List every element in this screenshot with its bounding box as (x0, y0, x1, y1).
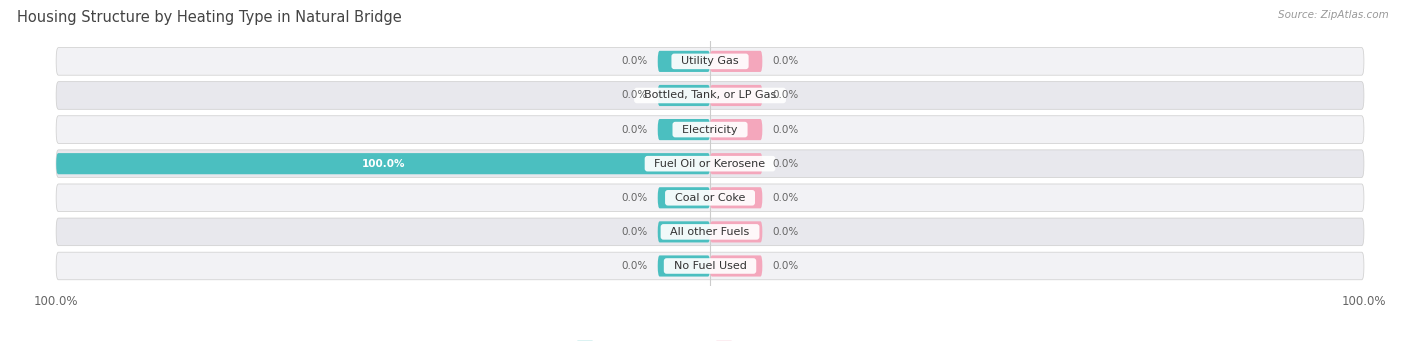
Text: Source: ZipAtlas.com: Source: ZipAtlas.com (1278, 10, 1389, 20)
Text: 0.0%: 0.0% (772, 193, 799, 203)
Text: 0.0%: 0.0% (621, 261, 648, 271)
FancyBboxPatch shape (710, 51, 762, 72)
FancyBboxPatch shape (710, 153, 762, 174)
FancyBboxPatch shape (56, 116, 1364, 143)
Text: 0.0%: 0.0% (621, 56, 648, 66)
Text: Utility Gas: Utility Gas (675, 56, 745, 66)
FancyBboxPatch shape (658, 221, 710, 242)
FancyBboxPatch shape (658, 51, 710, 72)
FancyBboxPatch shape (710, 119, 762, 140)
Text: 0.0%: 0.0% (621, 227, 648, 237)
Legend: Owner-occupied, Renter-occupied: Owner-occupied, Renter-occupied (572, 336, 848, 341)
FancyBboxPatch shape (710, 255, 762, 277)
Text: 0.0%: 0.0% (621, 90, 648, 101)
Text: Fuel Oil or Kerosene: Fuel Oil or Kerosene (648, 159, 772, 169)
FancyBboxPatch shape (710, 221, 762, 242)
FancyBboxPatch shape (56, 218, 1364, 246)
FancyBboxPatch shape (56, 153, 710, 174)
Text: 0.0%: 0.0% (772, 261, 799, 271)
Text: 0.0%: 0.0% (772, 90, 799, 101)
FancyBboxPatch shape (56, 48, 1364, 75)
Text: 0.0%: 0.0% (621, 193, 648, 203)
FancyBboxPatch shape (658, 187, 710, 208)
Text: 0.0%: 0.0% (772, 159, 799, 169)
Text: 0.0%: 0.0% (772, 124, 799, 135)
FancyBboxPatch shape (710, 187, 762, 208)
FancyBboxPatch shape (56, 81, 1364, 109)
Text: Housing Structure by Heating Type in Natural Bridge: Housing Structure by Heating Type in Nat… (17, 10, 402, 25)
FancyBboxPatch shape (56, 184, 1364, 211)
Text: No Fuel Used: No Fuel Used (666, 261, 754, 271)
Text: Coal or Coke: Coal or Coke (668, 193, 752, 203)
FancyBboxPatch shape (710, 85, 762, 106)
FancyBboxPatch shape (56, 252, 1364, 280)
FancyBboxPatch shape (56, 150, 1364, 177)
Text: Bottled, Tank, or LP Gas: Bottled, Tank, or LP Gas (637, 90, 783, 101)
FancyBboxPatch shape (658, 85, 710, 106)
FancyBboxPatch shape (658, 119, 710, 140)
FancyBboxPatch shape (658, 255, 710, 277)
Text: 0.0%: 0.0% (772, 227, 799, 237)
Text: All other Fuels: All other Fuels (664, 227, 756, 237)
Text: 100.0%: 100.0% (361, 159, 405, 169)
Text: 0.0%: 0.0% (772, 56, 799, 66)
Text: 0.0%: 0.0% (621, 124, 648, 135)
Text: Electricity: Electricity (675, 124, 745, 135)
